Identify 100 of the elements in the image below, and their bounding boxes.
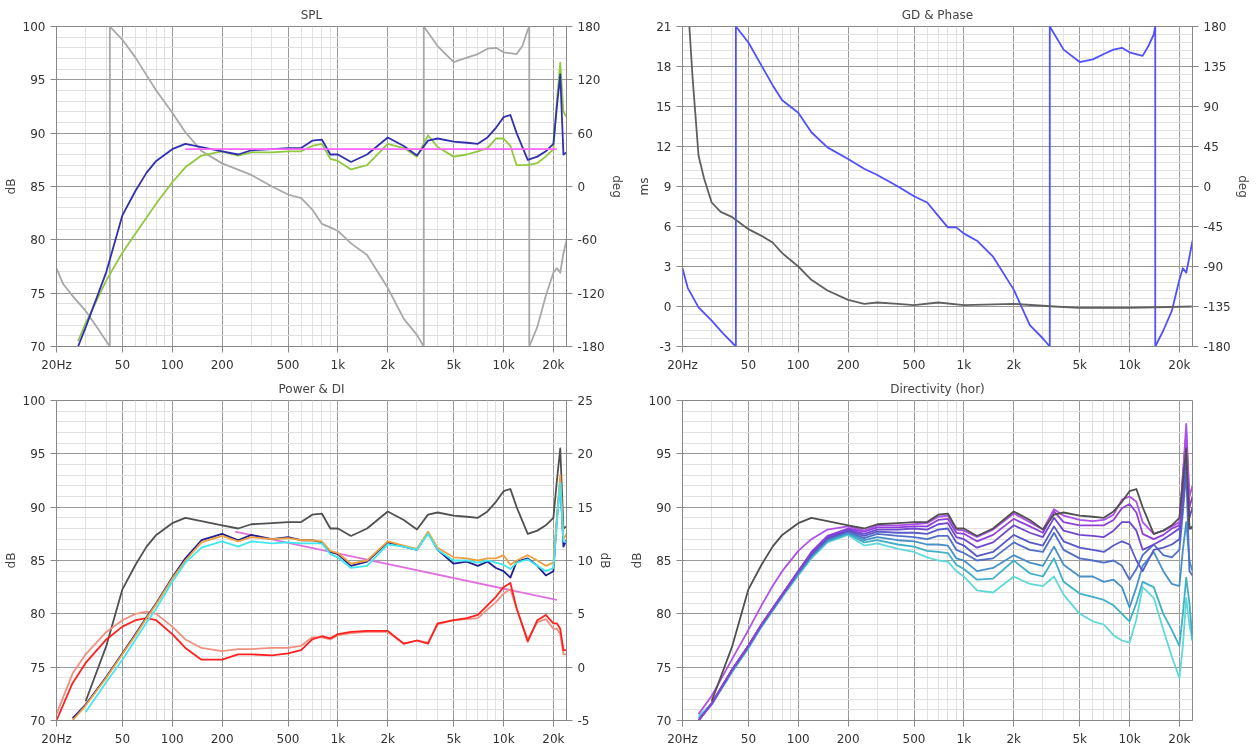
y2-axis-title: deg [1235,175,1250,198]
y-tick-label: 80 [30,607,46,622]
y-tick-label: 85 [30,554,46,568]
y2-tick-label: 60 [577,126,593,141]
x-tick-label: 500 [902,731,926,746]
y2-tick-label: 20 [577,447,593,462]
y2-tick-label: -180 [577,340,605,354]
x-tick-label: 20k [1168,357,1191,372]
y-tick-label: 90 [30,500,46,515]
y-tick-label: 95 [656,447,672,462]
y2-axis-title: deg [609,175,624,198]
y2-tick-label: 90 [1203,100,1219,114]
y-axis-title: dB [629,552,644,569]
y2-tick-label: -120 [577,286,605,301]
x-tick-label: 5k [1072,357,1088,372]
y-tick-label: 95 [30,73,46,88]
x-tick-label: 100 [160,357,184,372]
x-tick-label: 500 [902,357,926,372]
y2-tick-label: -135 [1203,300,1231,314]
x-tick-label: 100 [786,357,810,372]
x-tick-label: 200 [836,731,860,746]
y2-tick-label: 180 [577,20,601,34]
y2-tick-label: 45 [1203,140,1219,154]
x-tick-label: 10k [1118,731,1141,746]
x-tick-label: 50 [740,357,757,372]
y-tick-label: 12 [656,140,672,154]
y-tick-label: 100 [22,394,46,408]
y-tick-label: 70 [656,714,672,728]
y-tick-label: 0 [663,300,672,314]
x-tick-label: 1k [330,357,346,372]
x-tick-label: 200 [836,357,860,372]
x-tick-label: 200 [210,357,234,372]
y-tick-label: 70 [30,340,46,354]
x-tick-label: 50 [114,731,131,746]
y-tick-label: 90 [30,126,46,141]
x-tick-label: 100 [786,731,810,746]
y-tick-label: 3 [663,260,672,274]
x-tick-label: 5k [446,731,462,746]
x-tick-label: 2k [380,357,396,372]
y-tick-label: 9 [663,180,672,194]
x-tick-label: 20Hz [41,731,72,746]
x-tick-label: 20k [542,731,565,746]
x-tick-label: 50 [740,731,757,746]
x-tick-label: 10k [492,357,515,372]
y2-tick-label: 25 [577,394,593,408]
x-tick-label: 5k [446,357,462,372]
y-tick-label: 18 [656,60,672,74]
y2-tick-label: 5 [577,607,586,622]
y-tick-label: 70 [30,714,46,728]
x-tick-label: 10k [492,731,515,746]
chart-title: SPL [300,7,323,22]
y-tick-label: 95 [30,447,46,462]
y-axis-title: dB [3,178,18,195]
y-tick-label: 80 [30,233,46,248]
y-tick-label: 6 [663,220,672,234]
y-tick-label: -3 [659,340,672,354]
y-axis-title: ms [637,177,652,196]
x-tick-label: 50 [114,357,131,372]
y2-axis-title: dB [597,552,612,569]
x-tick-label: 1k [956,731,972,746]
x-tick-label: 200 [210,731,234,746]
x-tick-label: 100 [160,731,184,746]
x-tick-label: 500 [276,731,300,746]
y-tick-label: 85 [30,180,46,194]
y-tick-label: 100 [648,394,672,408]
y-tick-label: 15 [656,100,672,114]
y-tick-label: 75 [656,660,672,675]
y2-tick-label: 0 [1203,180,1212,194]
x-tick-label: 1k [330,731,346,746]
y-tick-label: 75 [30,286,46,301]
y2-tick-label: -180 [1203,340,1231,354]
x-tick-label: 20k [542,357,565,372]
x-tick-label: 10k [1118,357,1141,372]
x-tick-label: 20Hz [667,357,698,372]
x-tick-label: 20Hz [667,731,698,746]
x-tick-label: 2k [1006,357,1022,372]
x-tick-label: 500 [276,357,300,372]
y2-tick-label: 15 [577,500,593,515]
chart-title: Power & DI [278,381,345,396]
y2-tick-label: 120 [577,73,601,88]
y-tick-label: 100 [22,20,46,34]
y2-tick-label: 10 [577,554,593,568]
x-tick-label: 2k [1006,731,1022,746]
x-tick-label: 1k [956,357,972,372]
y2-tick-label: -60 [577,233,598,248]
y2-tick-label: -45 [1203,220,1224,234]
chart-title: Directivity (hor) [890,381,985,396]
y2-tick-label: 135 [1203,60,1227,74]
chart-title: GD & Phase [901,7,974,22]
y-tick-label: 21 [656,20,672,34]
y-tick-label: 80 [656,607,672,622]
y-axis-title: dB [3,552,18,569]
x-tick-label: 5k [1072,731,1088,746]
y2-tick-label: 0 [577,180,586,194]
y-tick-label: 90 [656,500,672,515]
y2-tick-label: -90 [1203,260,1224,274]
y2-tick-label: 0 [577,660,586,675]
x-tick-label: 20k [1168,731,1191,746]
x-tick-label: 2k [380,731,396,746]
y-tick-label: 85 [656,554,672,568]
